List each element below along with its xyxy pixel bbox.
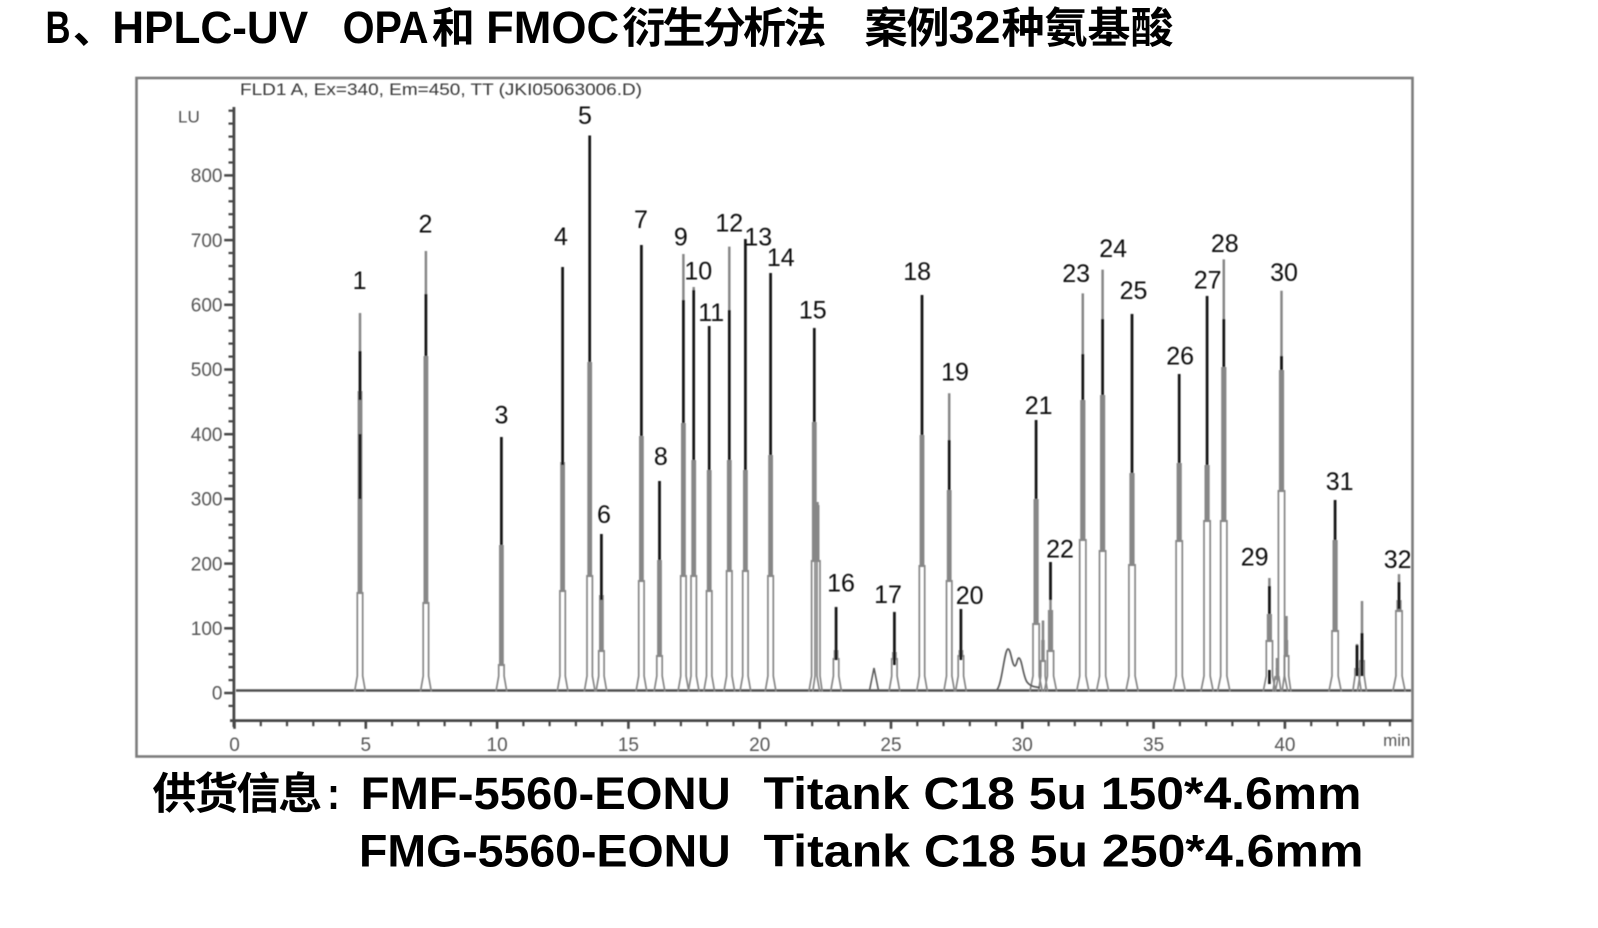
svg-text:10: 10 (487, 735, 508, 756)
svg-text:500: 500 (191, 360, 223, 381)
svg-text:400: 400 (191, 425, 223, 446)
svg-text:800: 800 (191, 166, 223, 187)
svg-text:22: 22 (1046, 536, 1074, 564)
svg-text:100: 100 (191, 619, 223, 640)
svg-text:700: 700 (191, 231, 223, 252)
svg-text:8: 8 (654, 443, 668, 471)
svg-text:20: 20 (956, 582, 984, 610)
svg-text:24: 24 (1099, 235, 1127, 263)
svg-text:LU: LU (178, 108, 200, 127)
svg-text:3: 3 (494, 402, 508, 430)
svg-text:FMOC: FMOC (486, 2, 619, 53)
svg-text:11: 11 (698, 299, 724, 327)
svg-text:15: 15 (799, 296, 827, 324)
svg-text:FMG-5560-EONU: FMG-5560-EONU (359, 826, 731, 877)
svg-text:14: 14 (767, 244, 795, 272)
svg-text:29: 29 (1241, 544, 1269, 572)
svg-text:300: 300 (191, 490, 223, 511)
svg-text:7: 7 (634, 206, 648, 234)
svg-text:25: 25 (880, 735, 901, 756)
svg-text:19: 19 (941, 359, 969, 387)
svg-text:28: 28 (1211, 230, 1239, 258)
svg-text:2: 2 (418, 210, 432, 238)
svg-text:FLD1 A, Ex=340, Em=450, TT (JK: FLD1 A, Ex=340, Em=450, TT (JKI05063006.… (240, 81, 642, 99)
svg-text:Titank C18 5u 150*4.6mm: Titank C18 5u 150*4.6mm (764, 768, 1362, 819)
svg-text:31: 31 (1326, 468, 1354, 496)
svg-text:4: 4 (554, 223, 568, 251)
svg-text:5: 5 (578, 102, 592, 130)
svg-text:9: 9 (674, 223, 688, 251)
svg-text:0: 0 (212, 684, 223, 705)
svg-text:12: 12 (715, 210, 743, 238)
svg-text:20: 20 (749, 735, 770, 756)
svg-text:35: 35 (1143, 735, 1164, 756)
svg-text:23: 23 (1062, 260, 1090, 288)
svg-text:25: 25 (1120, 277, 1148, 305)
svg-text:6: 6 (597, 501, 611, 529)
svg-text:min: min (1383, 731, 1410, 750)
svg-text:HPLC-UV: HPLC-UV (112, 2, 308, 53)
svg-text:200: 200 (191, 554, 223, 575)
svg-text:5: 5 (361, 735, 372, 756)
svg-text:Titank C18 5u 250*4.6mm: Titank C18 5u 250*4.6mm (764, 826, 1364, 877)
svg-text:1: 1 (353, 267, 367, 295)
svg-text:40: 40 (1274, 735, 1295, 756)
svg-text:27: 27 (1194, 267, 1222, 295)
svg-text:32: 32 (949, 2, 1001, 53)
svg-text:17: 17 (874, 581, 902, 609)
svg-text:FMF-5560-EONU: FMF-5560-EONU (361, 768, 731, 819)
svg-text:18: 18 (903, 258, 931, 286)
svg-text:26: 26 (1166, 343, 1194, 371)
svg-text:B: B (46, 2, 71, 53)
svg-text:13: 13 (744, 224, 772, 252)
svg-text:10: 10 (684, 258, 712, 286)
svg-text:OPA: OPA (343, 2, 429, 53)
svg-text:0: 0 (229, 735, 240, 756)
svg-text:15: 15 (618, 735, 639, 756)
svg-text:30: 30 (1270, 259, 1298, 287)
svg-text:16: 16 (827, 570, 855, 598)
svg-text::: : (327, 768, 340, 819)
svg-text:600: 600 (191, 296, 223, 317)
svg-text:21: 21 (1025, 392, 1053, 420)
svg-text:30: 30 (1012, 735, 1033, 756)
svg-text:32: 32 (1384, 546, 1412, 574)
